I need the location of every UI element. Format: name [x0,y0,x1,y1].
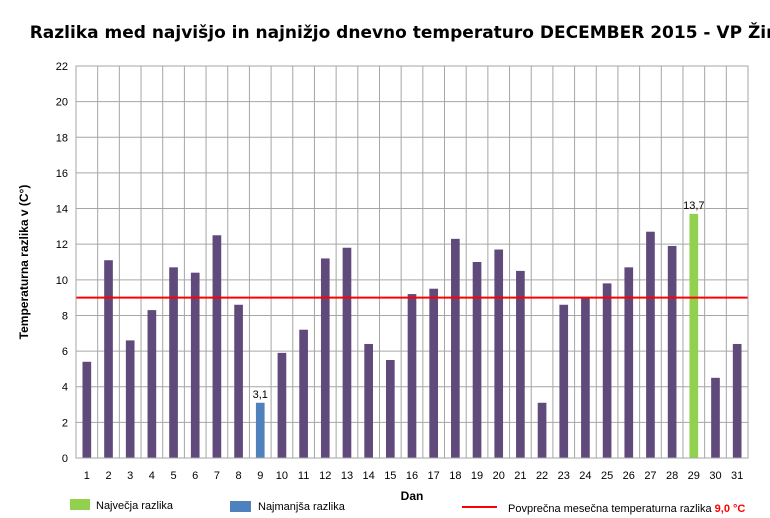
legend-max-label: Največja razlika [96,500,174,512]
bar [299,329,308,458]
bar [320,258,330,458]
x-tick-label: 22 [536,470,548,482]
bar [646,231,655,458]
bar [602,283,612,458]
x-tick-label: 3 [127,470,133,482]
bar [667,245,677,458]
bar [190,272,200,458]
x-tick-label: 2 [105,470,111,482]
bar [732,343,742,458]
bar [212,235,222,458]
bar [364,343,373,458]
x-tick-label: 19 [471,470,483,482]
bar [472,262,482,458]
x-tick-label: 23 [558,470,570,482]
x-tick-label: 26 [623,470,635,482]
y-tick-label: 2 [62,417,68,429]
bar [516,270,525,458]
x-tick-label: 31 [731,470,743,482]
bar [147,310,157,458]
x-tick-label: 24 [579,470,591,482]
legend: Največja razlika Najmanjša razlika Povpr… [70,499,745,515]
y-tick-label: 16 [56,168,68,180]
x-tick-label: 17 [428,470,440,482]
data-label: 3,1 [253,389,268,401]
x-tick-label: 4 [149,470,155,482]
bar [385,360,395,458]
legend-min-label: Najmanjša razlika [258,501,346,513]
y-tick-label: 8 [62,310,68,322]
y-tick-label: 4 [62,382,68,394]
y-tick-label: 6 [62,346,68,358]
plot-border [75,65,749,459]
x-tick-label: 14 [363,470,375,482]
bar [624,267,634,458]
x-tick-label: 11 [298,470,309,482]
y-tick-label: 12 [56,239,68,251]
x-tick-label: 30 [709,470,721,482]
bar [234,304,243,458]
x-tick-label: 25 [601,470,613,482]
bar [581,297,590,458]
legend-max-swatch [70,499,90,510]
bar [169,267,178,458]
bar [407,294,417,458]
bar [494,249,504,458]
y-axis-label: Temperaturna razlika v (C°) [17,185,31,340]
y-tick-label: 20 [56,97,68,109]
x-tick-label: 16 [406,470,418,482]
bar [451,238,460,458]
x-tick-label: 18 [449,470,461,482]
bar [104,260,113,458]
x-tick-label: 20 [493,470,505,482]
legend-min-swatch [230,501,251,512]
x-tick-label: 28 [666,470,678,482]
x-tick-label: 27 [644,470,656,482]
x-tick-label: 6 [192,470,198,482]
x-tick-label: 8 [236,470,242,482]
bar [429,288,439,458]
x-tick-label: 9 [257,470,263,482]
x-tick-label: 7 [214,470,220,482]
x-tick-label: 13 [341,470,353,482]
y-tick-label: 14 [56,204,68,216]
bar [711,377,720,458]
x-tick-label: 15 [384,470,396,482]
bar [537,402,547,458]
bar [125,340,135,458]
bar [82,361,92,458]
legend-average-value: 9,0 °C [715,503,746,515]
x-tick-label: 1 [84,470,90,482]
chart-title: Razlika med najvišjo in najnižjo dnevno … [30,21,770,43]
bar [342,247,352,458]
bar [255,402,265,458]
legend-average-text: Povprečna mesečna temperaturna razlika 9… [508,503,745,515]
y-tick-label: 18 [56,132,68,144]
bar [689,213,699,458]
y-tick-label: 0 [62,453,68,465]
bar [277,352,287,458]
x-tick-label: 12 [319,470,331,482]
data-label: 13,7 [683,200,704,212]
bar [559,304,569,458]
y-tick-label: 10 [56,275,68,287]
x-tick-label: 29 [688,470,700,482]
x-axis-label: Dan [401,489,424,503]
x-tick-label: 21 [514,470,526,482]
y-tick-label: 22 [56,61,68,73]
x-tick-label: 10 [276,470,288,482]
x-tick-label: 5 [170,470,176,482]
